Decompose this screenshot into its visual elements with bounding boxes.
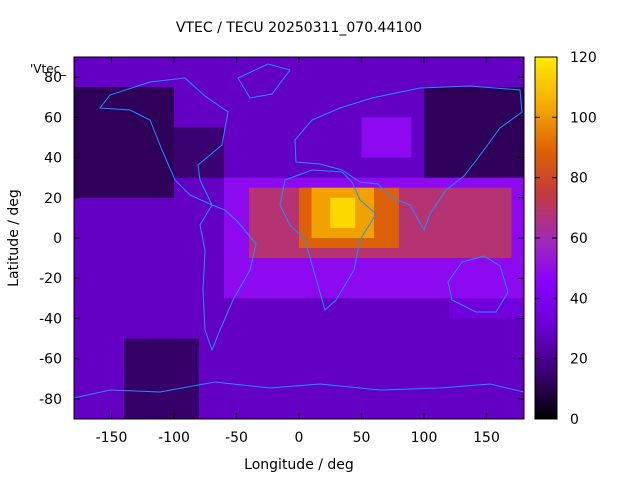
- heatmap-field: [74, 57, 524, 419]
- x-tick-label: 100: [411, 430, 438, 446]
- y-tick-label: 60: [44, 110, 62, 126]
- coastline-north-america: [99, 77, 229, 207]
- y-tick-label: -80: [39, 392, 62, 408]
- y-tick-label: -60: [39, 352, 62, 368]
- colorbar-tick-label: 120: [570, 50, 597, 66]
- colorbar-tick-label: 40: [570, 291, 588, 307]
- y-axis-ticks: -80 -60 -40 -20 0 20 40 60 80: [39, 70, 524, 408]
- heatmap-region-3: [124, 338, 199, 419]
- x-tick-label: -50: [225, 430, 248, 446]
- y-tick-label: -20: [39, 271, 62, 287]
- x-tick-label: 0: [295, 430, 304, 446]
- y-tick-label: 0: [53, 231, 62, 247]
- y-tick-label: -40: [39, 311, 62, 327]
- colorbar-tick-label: 0: [570, 412, 579, 428]
- heatmap-region-4: [424, 87, 524, 178]
- chart-title: VTEC / TECU 20250311_070.44100: [176, 20, 422, 36]
- y-tick-label: 40: [44, 151, 62, 167]
- x-tick-label: 50: [353, 430, 371, 446]
- x-tick-label: 150: [473, 430, 500, 446]
- key-label: 'Vtec_: [30, 62, 67, 76]
- colorbar-tick-label: 20: [570, 352, 588, 368]
- y-tick-label: 80: [44, 70, 62, 86]
- coastline-eurasia: [294, 85, 523, 232]
- coastlines: [74, 63, 524, 399]
- colorbar-ticks: 0 20 40 60 80 100 120: [535, 50, 597, 428]
- x-axis-ticks: -150 -100 -50 0 50 100 150: [96, 57, 500, 446]
- y-axis-label: Latitude / deg: [6, 189, 22, 287]
- coastline-antarctica: [74, 381, 524, 399]
- coastline-africa: [279, 169, 377, 311]
- x-axis-label: Longitude / deg: [244, 457, 354, 473]
- coastline-south-america: [199, 204, 257, 352]
- x-tick-label: -100: [158, 430, 190, 446]
- heatmap-region-1: [74, 87, 174, 198]
- coastline-australia: [447, 255, 509, 313]
- colorbar-tick-label: 60: [570, 231, 588, 247]
- heatmap-region-11: [330, 197, 356, 228]
- colorbar-tick-label: 100: [570, 110, 597, 126]
- x-tick-label: -150: [96, 430, 128, 446]
- y-tick-label: 20: [44, 191, 62, 207]
- colorbar-tick-label: 80: [570, 171, 588, 187]
- heatmap-region-7: [361, 117, 412, 158]
- coastline-greenland: [237, 63, 291, 99]
